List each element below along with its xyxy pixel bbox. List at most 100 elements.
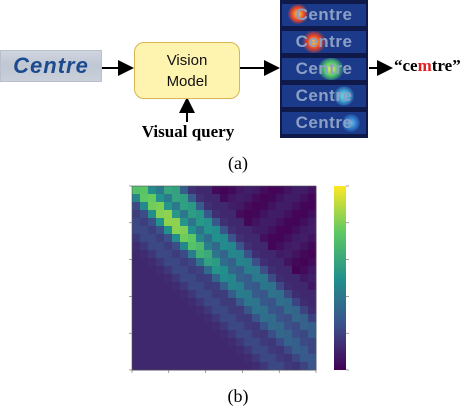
heatmap-cell: [268, 298, 277, 307]
heatmap-cell: [196, 250, 205, 259]
heatmap-cell: [276, 314, 285, 323]
heatmap-cell: [236, 218, 245, 227]
heatmap-cell: [300, 338, 309, 347]
heatmap-cell: [260, 322, 269, 331]
heatmap-cell: [188, 330, 197, 339]
heatmap-cell: [268, 314, 277, 323]
heatmap-cell: [276, 306, 285, 315]
heatmap-cell: [196, 194, 205, 203]
heatmap-cell: [268, 258, 277, 267]
heatmap-cell: [268, 322, 277, 331]
heatmap-cell: [196, 226, 205, 235]
heatmap-cell: [188, 282, 197, 291]
heatmap-cell: [204, 274, 213, 283]
heatmap-cell: [228, 186, 237, 195]
heatmap-cell: [188, 274, 197, 283]
heatmap-cell: [204, 218, 213, 227]
heatmap-cell: [220, 306, 229, 315]
heatmap-cell: [132, 210, 141, 219]
heatmap-cell: [212, 202, 221, 211]
heatmap-cell: [292, 266, 301, 275]
heatmap-cell: [188, 210, 197, 219]
heatmap-cell: [196, 298, 205, 307]
heatmap-cell: [284, 186, 293, 195]
heatmap-cell: [140, 186, 149, 195]
heatmap-cell: [140, 298, 149, 307]
heatmap-cell: [196, 266, 205, 275]
heatmap-cell: [284, 202, 293, 211]
heatmap-cell: [196, 314, 205, 323]
input-word-text: Centre: [13, 53, 89, 78]
heatmap-cell: [308, 314, 317, 323]
heatmap-cell: [284, 274, 293, 283]
heatmap-cell: [212, 306, 221, 315]
heatmap-cell: [292, 298, 301, 307]
heatmap-cell: [180, 186, 189, 195]
heatmap-cell: [284, 362, 293, 371]
heatmap-cell: [284, 234, 293, 243]
heatmap-cell: [140, 250, 149, 259]
heatmap-cell: [284, 226, 293, 235]
heatmap-cell: [220, 186, 229, 195]
heatmap-cell: [268, 234, 277, 243]
heatmap-cell: [252, 250, 261, 259]
heatmap-cell: [196, 186, 205, 195]
heatmap-cell: [244, 258, 253, 267]
heatmap-cell: [164, 258, 173, 267]
heatmap-cell: [308, 186, 317, 195]
heatmap-cell: [148, 258, 157, 267]
heatmap-cell: [308, 194, 317, 203]
heatmap-cell: [188, 194, 197, 203]
heatmap-cell: [140, 290, 149, 299]
heatmap-cell: [172, 290, 181, 299]
heatmap-cell: [308, 226, 317, 235]
heatmap-cell: [236, 186, 245, 195]
heatmap-cell: [268, 274, 277, 283]
heatmap-cell: [156, 210, 165, 219]
heatmap-cell: [300, 314, 309, 323]
heatmap-cell: [156, 354, 165, 363]
heatmap-cell: [132, 186, 141, 195]
heatmap-cell: [188, 354, 197, 363]
heatmap-cell: [156, 322, 165, 331]
heatmap-cell: [148, 186, 157, 195]
heatmap-cell: [268, 354, 277, 363]
heatmap-cell: [260, 306, 269, 315]
heatmap-cell: [268, 194, 277, 203]
heatmap-cell: [292, 338, 301, 347]
heatmap-cell: [284, 338, 293, 347]
heatmap-cell: [268, 250, 277, 259]
heatmap-cell: [268, 338, 277, 347]
heatmap-cell: [212, 354, 221, 363]
caption-a: (a): [228, 153, 248, 173]
heatmap-cell: [228, 298, 237, 307]
heatmap-cell: [292, 290, 301, 299]
heatmap-cell: [220, 226, 229, 235]
heatmap-cell: [300, 306, 309, 315]
heatmap-cell: [252, 234, 261, 243]
heatmap-cell: [204, 194, 213, 203]
heatmap-cell: [220, 210, 229, 219]
heatmap-cell: [212, 346, 221, 355]
attention-map-4: Centre: [282, 85, 366, 107]
heatmap-cell: [228, 346, 237, 355]
heatmap-cell: [308, 250, 317, 259]
heatmap-cell: [236, 242, 245, 251]
heatmap-cell: [276, 202, 285, 211]
similarity-heatmap-figure: [114, 182, 364, 385]
heatmap-cell: [308, 218, 317, 227]
heatmap-cell: [276, 258, 285, 267]
heatmap-cell: [172, 186, 181, 195]
attention-map-stack: Centre Centre Centre Centre Centre: [280, 0, 368, 138]
heatmap-cell: [204, 282, 213, 291]
heatmap-cell: [252, 258, 261, 267]
heatmap-cell: [236, 202, 245, 211]
heatmap-cell: [260, 234, 269, 243]
heatmap-cell: [284, 258, 293, 267]
heatmap-cell: [172, 354, 181, 363]
heatmap-ticks: [129, 185, 317, 373]
heatmap-cell: [148, 266, 157, 275]
heatmap-cell: [196, 290, 205, 299]
heatmap-cell: [172, 322, 181, 331]
colorbar-ticks: [346, 185, 349, 371]
